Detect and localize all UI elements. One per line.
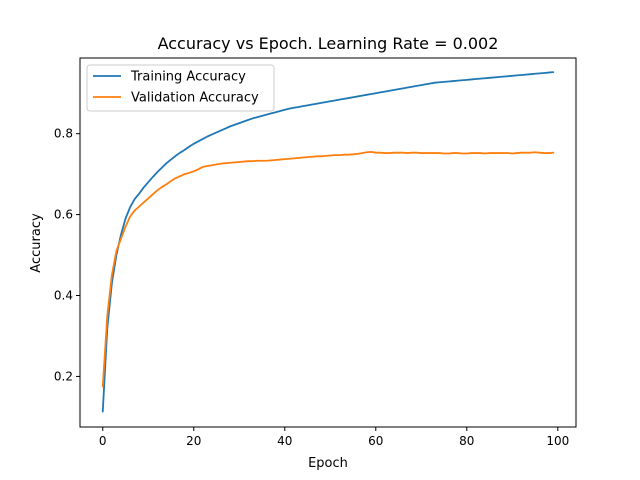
series-line-validation-accuracy xyxy=(101,150,555,388)
x-axis-label: Epoch xyxy=(308,456,348,471)
chart-title: Accuracy vs Epoch. Learning Rate = 0.002 xyxy=(158,34,499,53)
x-tick-label: 100 xyxy=(546,434,569,448)
legend-label-validation-accuracy: Validation Accuracy xyxy=(131,91,259,106)
axes: 0 20 40 60 80 100 0.2 0.4 0.6 0.8 xyxy=(54,57,577,448)
y-tick-label: 0.4 xyxy=(54,289,73,303)
y-tick-label: 0.8 xyxy=(54,127,73,141)
y-tick-label: 0.6 xyxy=(54,208,73,222)
x-tick-label: 20 xyxy=(186,434,201,448)
legend: Training Accuracy Validation Accuracy xyxy=(86,64,275,112)
y-axis-label: Accuracy xyxy=(29,213,44,273)
x-tick-label: 40 xyxy=(277,434,292,448)
y-tick-label: 0.2 xyxy=(54,369,73,383)
x-tick-label: 60 xyxy=(368,434,383,448)
legend-label-training-accuracy: Training Accuracy xyxy=(130,70,246,85)
x-tick-label: 0 xyxy=(99,434,107,448)
legend-box xyxy=(86,64,275,112)
plot-area xyxy=(101,71,555,413)
axes-frame xyxy=(79,57,577,428)
series-line-training-accuracy xyxy=(101,71,555,413)
x-tick-label: 80 xyxy=(459,434,474,448)
